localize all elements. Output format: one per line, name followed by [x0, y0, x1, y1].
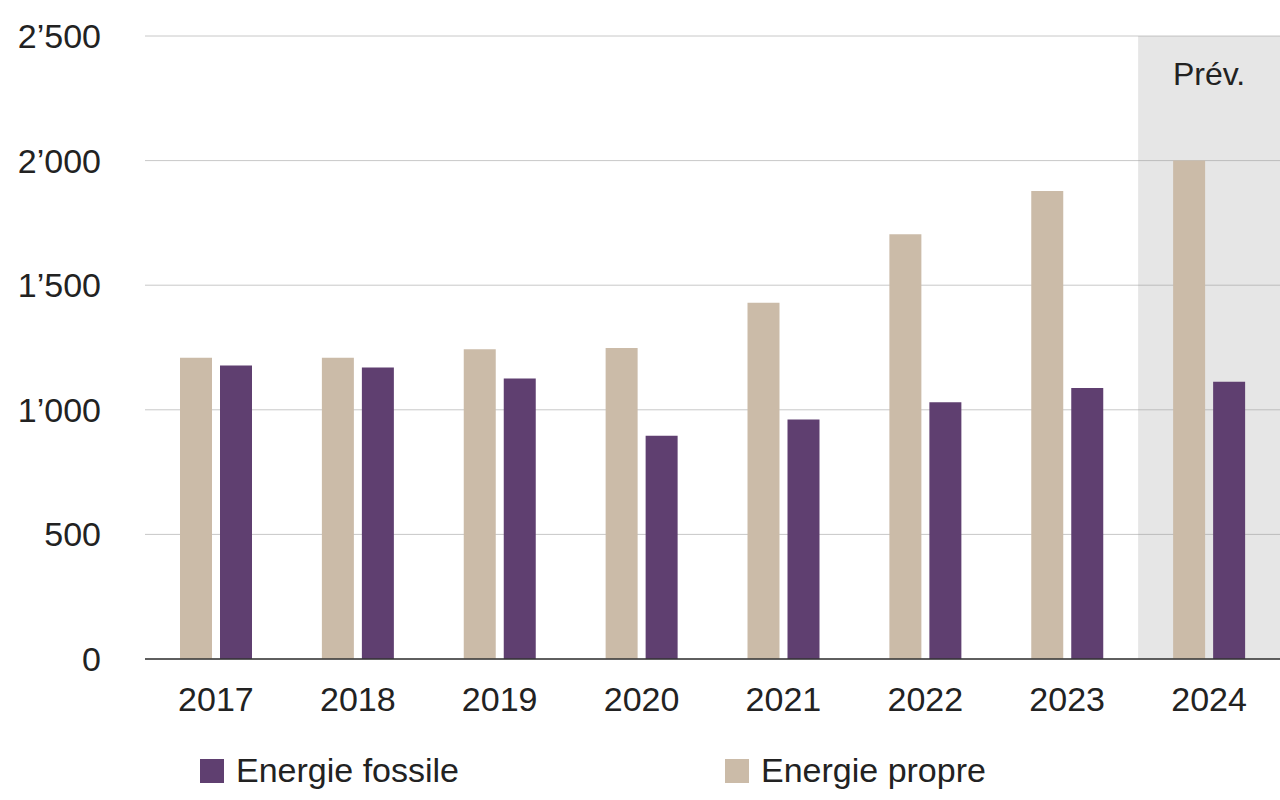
- svg-text:1’000: 1’000: [18, 391, 101, 429]
- svg-text:2022: 2022: [887, 680, 963, 718]
- svg-text:2’000: 2’000: [18, 142, 101, 180]
- svg-text:2019: 2019: [462, 680, 538, 718]
- svg-text:500: 500: [44, 515, 101, 553]
- svg-text:Prév.: Prév.: [1173, 56, 1245, 92]
- svg-text:2023: 2023: [1029, 680, 1105, 718]
- svg-text:1’500: 1’500: [18, 266, 101, 304]
- html-text:Energie propre: Energie propre: [761, 751, 986, 789]
- svg-text:2017: 2017: [178, 680, 254, 718]
- svg-text:0: 0: [82, 640, 101, 678]
- svg-text:2’500: 2’500: [18, 17, 101, 55]
- html-text:Energie fossile: Energie fossile: [236, 751, 459, 789]
- svg-text:2018: 2018: [320, 680, 396, 718]
- svg-text:2020: 2020: [604, 680, 680, 718]
- svg-text:2024: 2024: [1171, 680, 1247, 718]
- svg-text:2021: 2021: [746, 680, 822, 718]
